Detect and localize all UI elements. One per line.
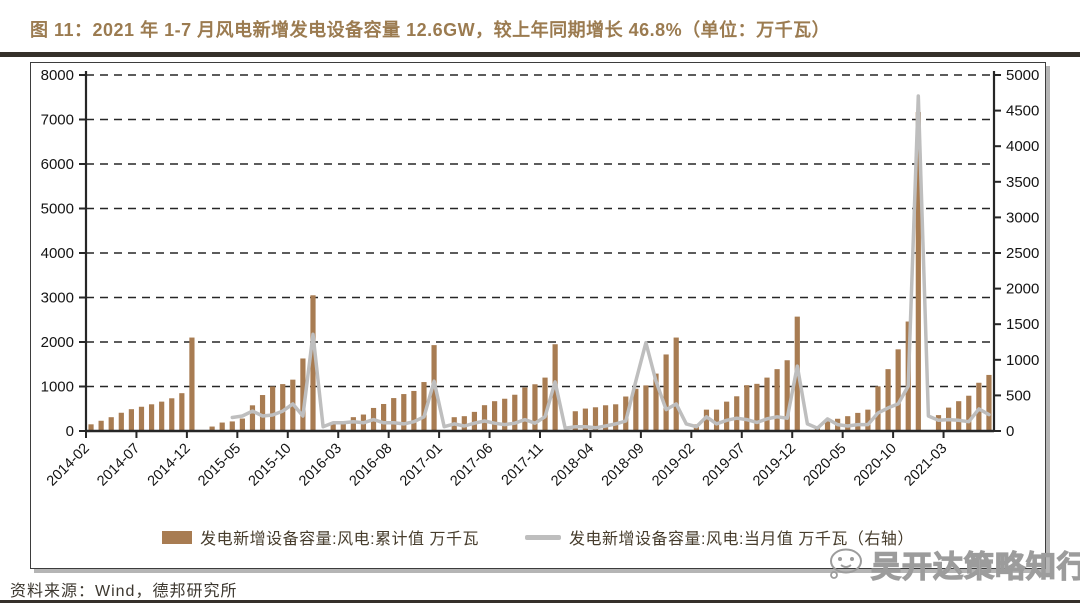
svg-text:2016-03: 2016-03 <box>296 441 345 490</box>
svg-text:4000: 4000 <box>1006 138 1039 155</box>
svg-text:1000: 1000 <box>41 379 74 396</box>
bar-series-swatch <box>162 530 193 544</box>
watermark-text: 吴开达策略知行 <box>870 550 1080 584</box>
svg-text:2019-02: 2019-02 <box>649 441 698 490</box>
chart-panel: 0 1000 2000 3000 4000 5000 6000 7000 8000 0 500 100… <box>30 62 1046 569</box>
watermark: 吴开达策略知行 <box>826 542 1080 586</box>
svg-text:1500: 1500 <box>1006 316 1039 333</box>
bar-series-label: 发电新增设备容量:风电:累计值 万千瓦 <box>200 531 479 548</box>
svg-text:2016-08: 2016-08 <box>347 441 396 490</box>
svg-text:7000: 7000 <box>41 112 74 129</box>
figure-title: 图 11：2021 年 1-7 月风电新增发电设备容量 12.6GW，较上年同期… <box>30 20 831 40</box>
svg-text:2000: 2000 <box>41 334 74 351</box>
line-series-swatch <box>525 534 561 540</box>
line-series-label: 发电新增设备容量:风电:当月值 万千瓦（右轴） <box>569 531 914 548</box>
svg-text:2021-03: 2021-03 <box>901 441 950 490</box>
top-divider <box>0 52 1080 57</box>
watermark-logo-icon <box>830 548 862 579</box>
svg-text:2015-10: 2015-10 <box>246 441 295 490</box>
svg-text:0: 0 <box>66 423 74 440</box>
svg-text:500: 500 <box>1006 387 1031 404</box>
svg-text:5000: 5000 <box>1006 67 1039 84</box>
svg-text:2020-10: 2020-10 <box>851 441 900 490</box>
svg-text:3500: 3500 <box>1006 174 1039 191</box>
svg-text:2019-12: 2019-12 <box>750 441 799 490</box>
svg-text:4000: 4000 <box>41 245 74 262</box>
svg-text:2017-06: 2017-06 <box>447 441 496 490</box>
svg-text:3000: 3000 <box>41 290 74 307</box>
svg-text:2014-07: 2014-07 <box>94 441 143 490</box>
svg-text:8000: 8000 <box>41 67 74 84</box>
svg-text:2015-05: 2015-05 <box>195 441 244 490</box>
svg-text:2018-04: 2018-04 <box>548 441 597 490</box>
svg-text:2020-05: 2020-05 <box>801 441 850 490</box>
svg-text:1000: 1000 <box>1006 352 1039 369</box>
svg-text:2017-01: 2017-01 <box>397 441 446 490</box>
svg-text:3000: 3000 <box>1006 209 1039 226</box>
chart-legend: 发电新增设备容量:风电:累计值 万千瓦 发电新增设备容量:风电:当月值 万千瓦（… <box>31 525 1045 549</box>
svg-text:2000: 2000 <box>1006 281 1039 298</box>
svg-text:2014-12: 2014-12 <box>145 441 194 490</box>
svg-text:2500: 2500 <box>1006 245 1039 262</box>
svg-text:5000: 5000 <box>41 201 74 218</box>
svg-text:4500: 4500 <box>1006 103 1039 120</box>
combo-chart: 0 1000 2000 3000 4000 5000 6000 7000 8000 0 500 100… <box>41 67 1040 490</box>
svg-text:0: 0 <box>1006 423 1014 440</box>
svg-text:2017-11: 2017-11 <box>499 441 547 489</box>
svg-text:6000: 6000 <box>41 156 74 173</box>
legend-item-cumulative: 发电新增设备容量:风电:累计值 万千瓦 <box>162 525 479 549</box>
svg-text:2019-07: 2019-07 <box>700 441 749 490</box>
source-note: 资料来源：Wind，德邦研究所 <box>10 583 238 600</box>
svg-text:2014-02: 2014-02 <box>44 441 93 490</box>
svg-text:2018-09: 2018-09 <box>599 441 648 490</box>
bottom-divider <box>0 600 1080 603</box>
legend-item-monthly: 发电新增设备容量:风电:当月值 万千瓦（右轴） <box>525 525 914 549</box>
